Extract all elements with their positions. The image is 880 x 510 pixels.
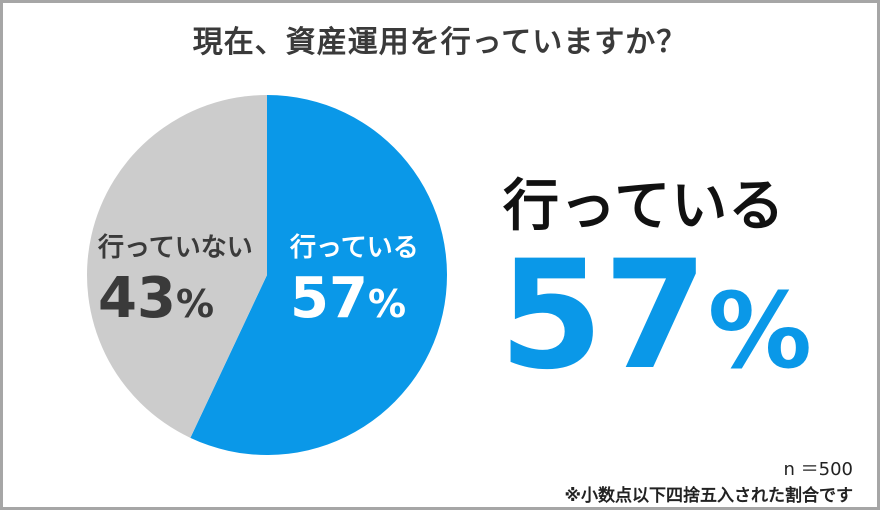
slice-label-not-doing-unit: % <box>175 282 215 326</box>
highlight-value: 57 <box>499 229 708 403</box>
chart-title: 現在、資産運用を行っていますか？ <box>192 25 688 60</box>
rounding-note: ※小数点以下四捨五入された割合です <box>564 486 853 506</box>
slice-label-not-doing-percent: 43% <box>98 271 253 327</box>
highlight-unit: % <box>707 270 812 392</box>
slice-label-doing-percent: 57% <box>290 271 419 327</box>
sample-size-note: n ＝500 <box>783 459 854 480</box>
highlight-percent: 57% <box>499 241 812 391</box>
pie-slice-doing <box>190 95 448 455</box>
slice-label-doing-unit: % <box>367 282 407 326</box>
pie-chart <box>87 94 448 455</box>
slice-label-not-doing-name: 行っていない <box>98 233 253 263</box>
slice-label-doing-value: 57 <box>290 266 368 331</box>
slice-label-not-doing-value: 43 <box>98 266 176 331</box>
pie-slice-not-doing <box>87 94 268 438</box>
slice-label-doing: 行っている 57% <box>290 235 419 327</box>
slice-label-doing-name: 行っている <box>290 233 419 263</box>
highlight-label: 行っている <box>503 174 786 239</box>
slice-label-not-doing: 行っていない 43% <box>98 235 253 327</box>
